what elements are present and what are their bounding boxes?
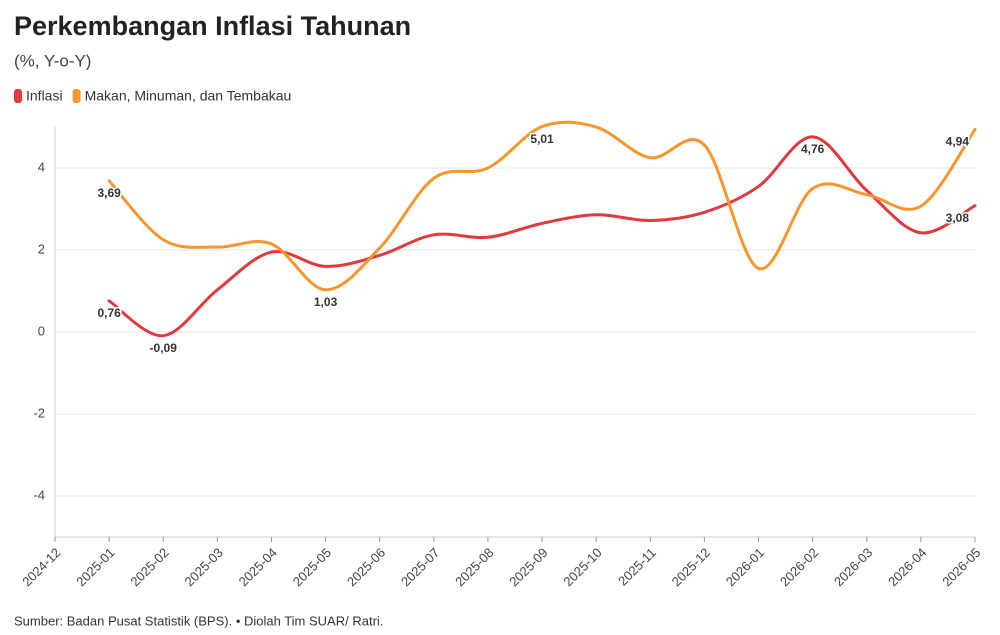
x-tick-label: 2025-09 <box>506 545 550 589</box>
x-tick-label: 2026-03 <box>831 545 875 589</box>
x-tick-label: 2026-04 <box>885 545 929 589</box>
y-tick-label: -4 <box>33 487 45 502</box>
data-label: 4,94 <box>946 135 970 149</box>
x-tick-label: 2025-06 <box>344 545 388 589</box>
y-tick-label: 4 <box>38 159 45 174</box>
y-tick-label: -2 <box>33 405 45 420</box>
legend-marker <box>14 89 22 103</box>
x-tick-label: 2025-02 <box>127 545 171 589</box>
x-tick-label: 2025-11 <box>615 545 659 589</box>
chart-subtitle: (%, Y-o-Y) <box>14 51 91 70</box>
x-tick-label: 2025-07 <box>398 545 442 589</box>
x-tick-label: 2025-10 <box>560 545 604 589</box>
legend-label[interactable]: Makan, Minuman, dan Tembakau <box>85 88 292 104</box>
x-tick-label: 2025-12 <box>669 545 713 589</box>
data-label: 4,76 <box>801 142 825 156</box>
x-tick-label: 2026-01 <box>723 545 767 589</box>
y-tick-label: 0 <box>38 323 45 338</box>
x-tick-label: 2025-05 <box>290 545 334 589</box>
data-label: 1,03 <box>314 295 338 309</box>
x-tick-label: 2025-04 <box>236 545 280 589</box>
data-label: 0,76 <box>97 306 121 320</box>
y-tick-label: 2 <box>38 241 45 256</box>
x-tick-label: 2026-05 <box>939 545 983 589</box>
data-label: -0,09 <box>150 341 178 355</box>
series-line <box>107 120 977 292</box>
x-tick-label: 2025-03 <box>182 545 226 589</box>
chart-title: Perkembangan Inflasi Tahunan <box>14 11 411 41</box>
data-label: 5,01 <box>530 132 554 146</box>
series-line <box>107 135 977 338</box>
source-note: Sumber: Badan Pusat Statistik (BPS). • D… <box>14 613 383 628</box>
legend-label[interactable]: Inflasi <box>26 88 63 104</box>
x-tick-label: 2026-02 <box>777 545 821 589</box>
x-tick-label: 2025-08 <box>452 545 496 589</box>
x-tick-label: 2025-01 <box>73 545 117 589</box>
legend-marker <box>72 89 81 103</box>
data-label: 3,08 <box>946 211 970 225</box>
data-label: 3,69 <box>97 186 121 200</box>
x-tick-label: 2024-12 <box>19 545 63 589</box>
